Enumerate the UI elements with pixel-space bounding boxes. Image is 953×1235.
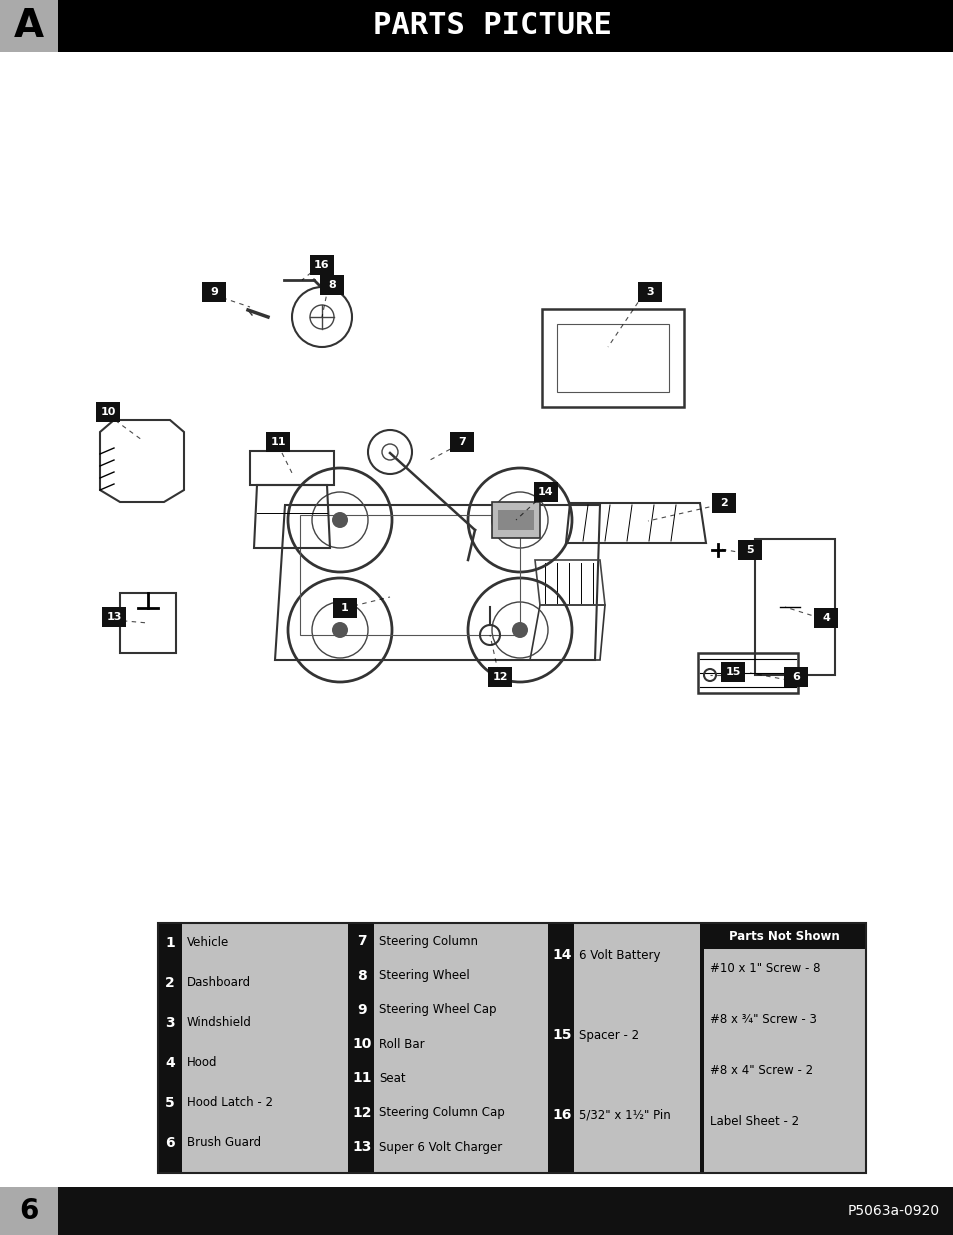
Bar <box>711 493 735 513</box>
Text: 8: 8 <box>356 968 367 983</box>
Text: 13: 13 <box>352 1140 372 1153</box>
Text: 11: 11 <box>352 1072 372 1086</box>
Text: #8 x ¾" Screw - 3: #8 x ¾" Screw - 3 <box>709 1013 816 1025</box>
Text: 7: 7 <box>457 437 465 447</box>
Bar <box>0 0 58 52</box>
Text: 11: 11 <box>270 437 286 447</box>
Text: #8 x 4" Screw - 2: #8 x 4" Screw - 2 <box>709 1063 812 1077</box>
Bar <box>738 540 761 559</box>
Text: 4: 4 <box>821 613 829 622</box>
Text: 16: 16 <box>552 1108 571 1123</box>
Text: A: A <box>14 7 44 44</box>
Text: 7: 7 <box>356 935 366 948</box>
Bar <box>492 501 539 538</box>
Text: Super 6 Volt Charger: Super 6 Volt Charger <box>378 1140 501 1153</box>
Text: Roll Bar: Roll Bar <box>378 1037 424 1051</box>
Circle shape <box>512 513 527 529</box>
Bar <box>333 598 356 618</box>
Text: 3: 3 <box>645 287 653 296</box>
Text: 3: 3 <box>165 1016 174 1030</box>
Text: 10: 10 <box>352 1037 372 1051</box>
Circle shape <box>512 622 527 638</box>
Text: 5: 5 <box>745 545 753 555</box>
Text: Steering Column: Steering Column <box>378 935 477 947</box>
Bar <box>783 667 807 687</box>
Text: 12: 12 <box>352 1105 372 1120</box>
Text: 6: 6 <box>791 672 800 682</box>
Text: Steering Wheel Cap: Steering Wheel Cap <box>378 1003 496 1016</box>
Bar <box>350 923 374 1173</box>
Bar <box>720 662 744 682</box>
Text: 1: 1 <box>165 936 174 950</box>
Bar <box>158 923 865 1173</box>
Text: Brush Guard: Brush Guard <box>187 1136 261 1150</box>
Text: Hood: Hood <box>187 1056 217 1070</box>
Text: 13: 13 <box>106 613 122 622</box>
Text: 2: 2 <box>720 498 727 508</box>
Bar <box>310 254 334 275</box>
Text: 15: 15 <box>552 1028 571 1042</box>
Text: Hood Latch - 2: Hood Latch - 2 <box>187 1097 273 1109</box>
Text: 2: 2 <box>165 976 174 990</box>
Text: 10: 10 <box>100 408 115 417</box>
Text: Parts Not Shown: Parts Not Shown <box>728 930 839 942</box>
Bar <box>638 282 661 303</box>
Bar <box>0 1187 58 1235</box>
Text: 14: 14 <box>537 487 554 496</box>
Text: 9: 9 <box>356 1003 366 1016</box>
Text: 1: 1 <box>341 603 349 613</box>
Text: 5/32" x 1½" Pin: 5/32" x 1½" Pin <box>578 1109 670 1121</box>
Bar <box>547 923 552 1173</box>
Text: 15: 15 <box>724 667 740 677</box>
Text: 5: 5 <box>165 1095 174 1110</box>
Text: P5063a-0920: P5063a-0920 <box>847 1204 939 1218</box>
Text: Vehicle: Vehicle <box>187 936 229 950</box>
Text: 8: 8 <box>328 280 335 290</box>
Bar <box>534 482 558 501</box>
Text: 16: 16 <box>314 261 330 270</box>
Text: 4: 4 <box>165 1056 174 1070</box>
Bar <box>701 923 865 948</box>
Text: 6 Volt Battery: 6 Volt Battery <box>578 948 659 962</box>
Bar <box>96 403 120 422</box>
Bar <box>266 432 290 452</box>
Text: 9: 9 <box>210 287 217 296</box>
Bar <box>158 923 182 1173</box>
Bar <box>102 606 126 627</box>
Text: 6: 6 <box>165 1136 174 1150</box>
Bar <box>319 275 344 295</box>
Text: Spacer - 2: Spacer - 2 <box>578 1029 639 1041</box>
Bar <box>299 515 519 635</box>
Circle shape <box>332 622 348 638</box>
Bar <box>550 923 574 1173</box>
Text: Seat: Seat <box>378 1072 405 1084</box>
Text: Label Sheet - 2: Label Sheet - 2 <box>709 1115 799 1128</box>
Bar <box>65 61 894 911</box>
Bar <box>348 923 352 1173</box>
Bar <box>450 432 474 452</box>
Text: Steering Wheel: Steering Wheel <box>378 969 469 982</box>
Text: Windshield: Windshield <box>187 1016 252 1030</box>
Bar <box>158 923 865 1173</box>
Bar <box>202 282 226 303</box>
Bar <box>488 667 512 687</box>
Bar <box>813 608 837 629</box>
Text: 12: 12 <box>492 672 507 682</box>
Text: 6: 6 <box>19 1197 39 1225</box>
Text: Dashboard: Dashboard <box>187 977 251 989</box>
Bar <box>0 1187 953 1235</box>
Text: Steering Column Cap: Steering Column Cap <box>378 1107 504 1119</box>
Circle shape <box>332 513 348 529</box>
Text: #10 x 1" Screw - 8: #10 x 1" Screw - 8 <box>709 962 820 974</box>
Bar <box>700 923 703 1173</box>
Text: PARTS PICTURE: PARTS PICTURE <box>373 11 611 41</box>
Bar <box>0 0 953 52</box>
Text: 14: 14 <box>552 948 571 962</box>
Bar <box>497 510 534 530</box>
